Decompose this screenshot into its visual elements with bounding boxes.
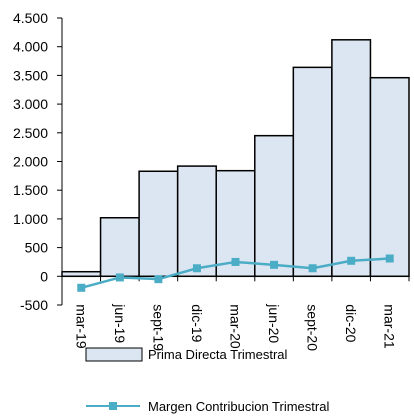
- y-tick-label: 1.500: [13, 182, 48, 198]
- bars-layer: [61, 39, 410, 278]
- point-sept-20: [308, 264, 317, 273]
- bar-dic-20: [331, 39, 372, 278]
- point-jun-19: [115, 273, 124, 282]
- y-tick-label: 1.000: [13, 211, 48, 227]
- x-tick-label: sept-19: [150, 304, 166, 351]
- bar-mar-21: [369, 76, 410, 278]
- y-tick-label: 4.500: [13, 10, 48, 26]
- bar-sept-20: [292, 66, 333, 278]
- point-mar-21: [385, 254, 394, 263]
- legend-label-margen: Margen Contribucion Trimestral: [148, 399, 329, 414]
- x-tick-label: dic-20: [343, 304, 359, 342]
- x-tick-label: sept-20: [305, 304, 321, 351]
- x-tick-label: mar-20: [228, 304, 244, 349]
- point-mar-19: [77, 283, 86, 292]
- bar-sept-19: [138, 170, 179, 278]
- legend: Prima Directa Trimestral Margen Contribu…: [85, 347, 329, 414]
- y-tick-label: 0: [40, 268, 48, 284]
- bar-dic-19: [176, 165, 217, 278]
- x-tick-label: jun-19: [112, 303, 128, 343]
- y-tick-label: -500: [20, 297, 48, 313]
- x-tick-label: mar-21: [382, 304, 398, 349]
- bar-mar-19: [61, 270, 102, 278]
- point-dic-20: [347, 256, 356, 265]
- x-tick-label: mar-19: [73, 304, 89, 349]
- point-mar-20: [231, 257, 240, 266]
- x-tick-label: jun-20: [266, 303, 282, 343]
- x-tick-label: dic-19: [189, 304, 205, 342]
- bar-jun-19: [99, 217, 140, 278]
- bar-jun-20: [254, 134, 295, 278]
- point-jun-20: [270, 260, 279, 269]
- legend-marker-margen: [109, 402, 117, 410]
- legend-label-prima: Prima Directa Trimestral: [148, 347, 288, 362]
- y-tick-label: 3.500: [13, 67, 48, 83]
- line-layer: [77, 254, 394, 292]
- labels-layer: 4.500 4.000 3.500 3.000 2.500 2.000 1.500 1.000…: [13, 10, 398, 351]
- y-tick-label: 2.500: [13, 125, 48, 141]
- point-sept-19: [154, 275, 163, 284]
- point-dic-19: [192, 264, 201, 273]
- y-tick-label: 2.000: [13, 154, 48, 170]
- y-tick-label: 4.000: [13, 39, 48, 55]
- legend-swatch-prima: [85, 347, 143, 362]
- y-tick-label: 3.000: [13, 96, 48, 112]
- y-tick-label: 500: [25, 240, 49, 256]
